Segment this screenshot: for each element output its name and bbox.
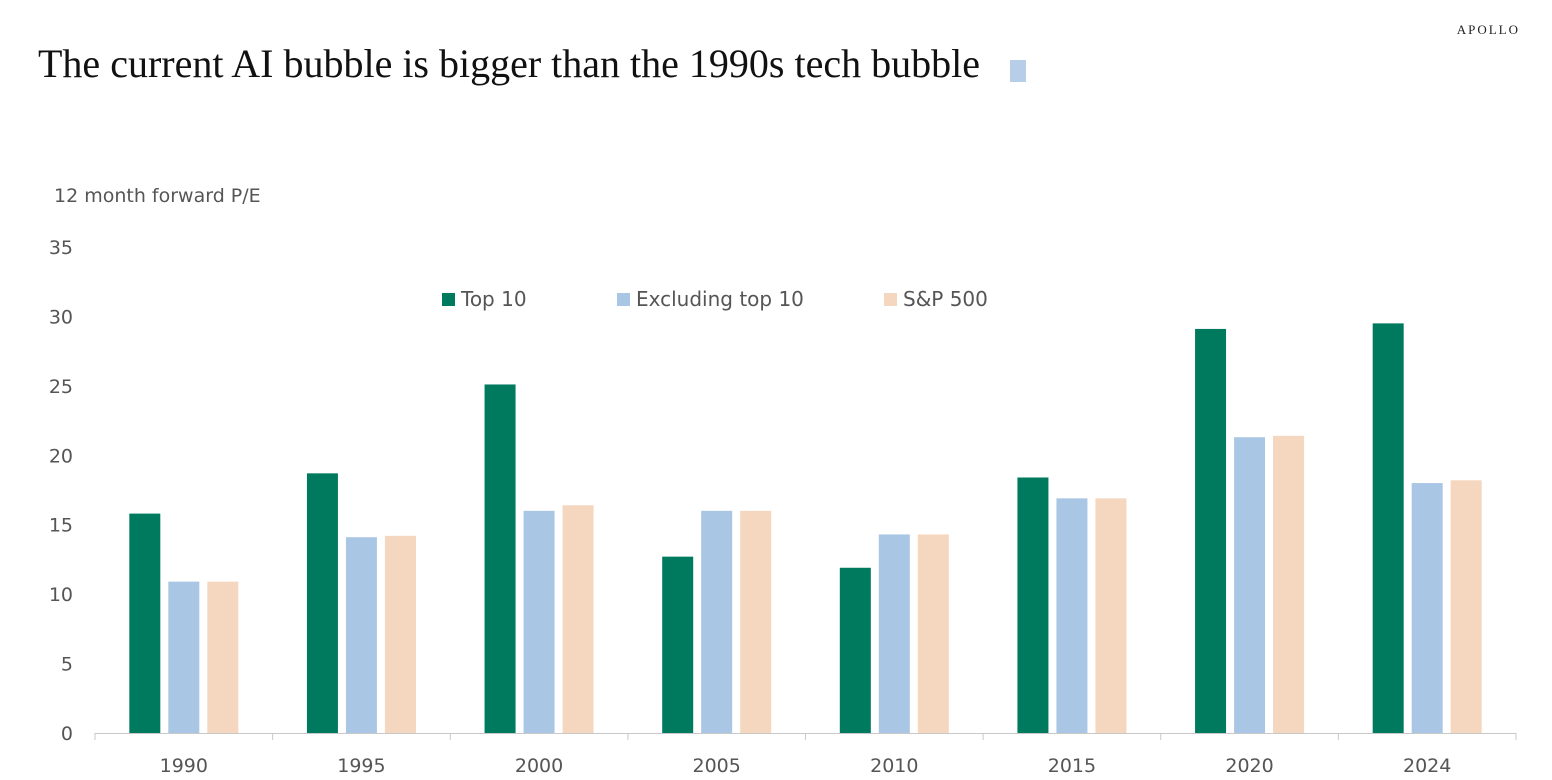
bar — [484, 384, 516, 733]
bar — [306, 473, 338, 733]
text-cursor-highlight — [1010, 60, 1026, 82]
bar — [562, 505, 594, 733]
bar — [1234, 437, 1266, 733]
bar — [168, 581, 200, 733]
y-tick-label: 0 — [61, 723, 73, 745]
x-tick-label: 1990 — [160, 755, 208, 777]
page-title: The current AI bubble is bigger than the… — [38, 41, 980, 86]
brand-logo: APOLLO — [1456, 22, 1520, 37]
chart-legend: Top 10 Excluding top 10 S&P 500 — [442, 287, 988, 311]
bar — [1372, 323, 1404, 733]
x-tick-label: 1995 — [337, 755, 385, 777]
bar — [384, 535, 416, 733]
legend-swatch — [884, 293, 897, 306]
bar — [878, 534, 910, 733]
y-tick-label: 35 — [49, 237, 73, 259]
y-axis-ticks: 0 5 10 15 20 25 30 35 — [49, 237, 73, 745]
bar — [129, 513, 161, 733]
bar — [1195, 328, 1227, 733]
legend-swatch — [617, 293, 630, 306]
bar — [207, 581, 239, 733]
y-tick-label: 10 — [49, 584, 73, 606]
bar — [523, 510, 555, 733]
legend-label: S&P 500 — [903, 287, 988, 311]
x-tick-label: 2000 — [515, 755, 563, 777]
bar — [1450, 480, 1482, 733]
bar — [1273, 435, 1305, 733]
x-tick-label: 2015 — [1048, 755, 1096, 777]
bar — [1056, 498, 1088, 733]
y-axis-label: 12 month forward P/E — [54, 185, 261, 207]
bar — [917, 534, 949, 733]
legend-label: Excluding top 10 — [636, 287, 804, 311]
x-tick-label: 2010 — [870, 755, 918, 777]
bar — [839, 567, 871, 733]
y-tick-label: 25 — [49, 376, 73, 398]
bar — [1095, 498, 1127, 733]
x-tick-label: 2020 — [1225, 755, 1273, 777]
y-tick-label: 30 — [49, 306, 73, 328]
bar — [662, 556, 694, 733]
legend-label: Top 10 — [460, 287, 527, 311]
x-tick-label: 2024 — [1403, 755, 1451, 777]
y-tick-label: 15 — [49, 515, 73, 537]
bar — [1411, 483, 1443, 733]
y-tick-label: 20 — [49, 445, 73, 467]
bar — [1017, 477, 1049, 733]
bar — [740, 510, 772, 733]
chart-bars — [129, 323, 1482, 733]
bar — [701, 510, 733, 733]
x-tick-label: 2005 — [693, 755, 741, 777]
x-axis: 1990 1995 2000 2005 2010 2015 2020 2024 — [94, 733, 1517, 777]
bar — [345, 537, 377, 733]
bar-chart: 12 month forward P/E 0 5 10 15 20 25 30 35 Top … — [49, 185, 1517, 777]
legend-swatch — [442, 293, 455, 306]
y-tick-label: 5 — [61, 654, 73, 676]
